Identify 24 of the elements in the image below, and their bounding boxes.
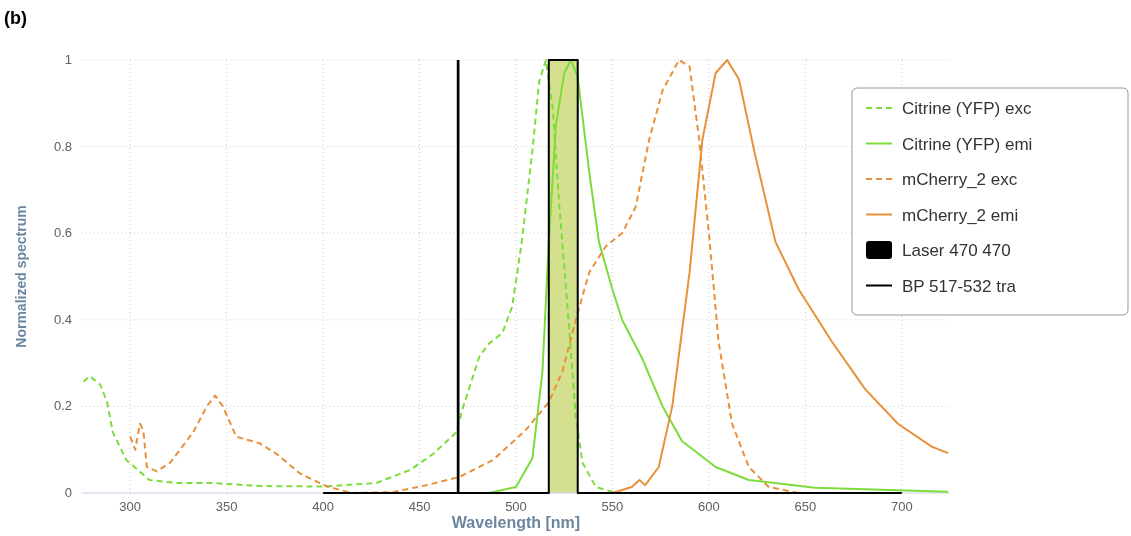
legend-label: BP 517-532 tra — [902, 276, 1017, 296]
legend-label: Citrine (YFP) emi — [902, 134, 1033, 154]
x-tick-label: 350 — [215, 499, 238, 514]
x-tick-label: 400 — [312, 499, 334, 514]
y-tick-label: 1 — [64, 52, 72, 67]
legend-label: Laser 470 470 — [902, 241, 1011, 260]
x-tick-label: 500 — [505, 499, 527, 514]
y-tick-label: 0.6 — [53, 225, 72, 241]
x-tick-label: 300 — [119, 499, 142, 514]
text: (b) — [4, 8, 27, 28]
x-tick-label: 550 — [601, 499, 624, 514]
y-tick-label: 0.4 — [53, 311, 72, 327]
legend-label: mCherry_2 exc — [902, 170, 1018, 189]
x-tick-label: 450 — [408, 499, 431, 514]
y-tick-label: 0.2 — [53, 398, 72, 414]
legend-label: mCherry_2 emi — [902, 205, 1019, 225]
x-tick-label: 650 — [794, 499, 817, 514]
y-axis-title: Normalized spectrum — [13, 205, 29, 348]
legend-label: Citrine (YFP) exc — [902, 99, 1032, 118]
y-tick-label: 0 — [64, 485, 72, 500]
x-axis-title: Wavelength [nm] — [451, 514, 581, 531]
x-tick-label: 600 — [698, 499, 720, 514]
x-tick-label: 700 — [890, 499, 913, 514]
y-tick-label: 0.8 — [53, 138, 72, 154]
